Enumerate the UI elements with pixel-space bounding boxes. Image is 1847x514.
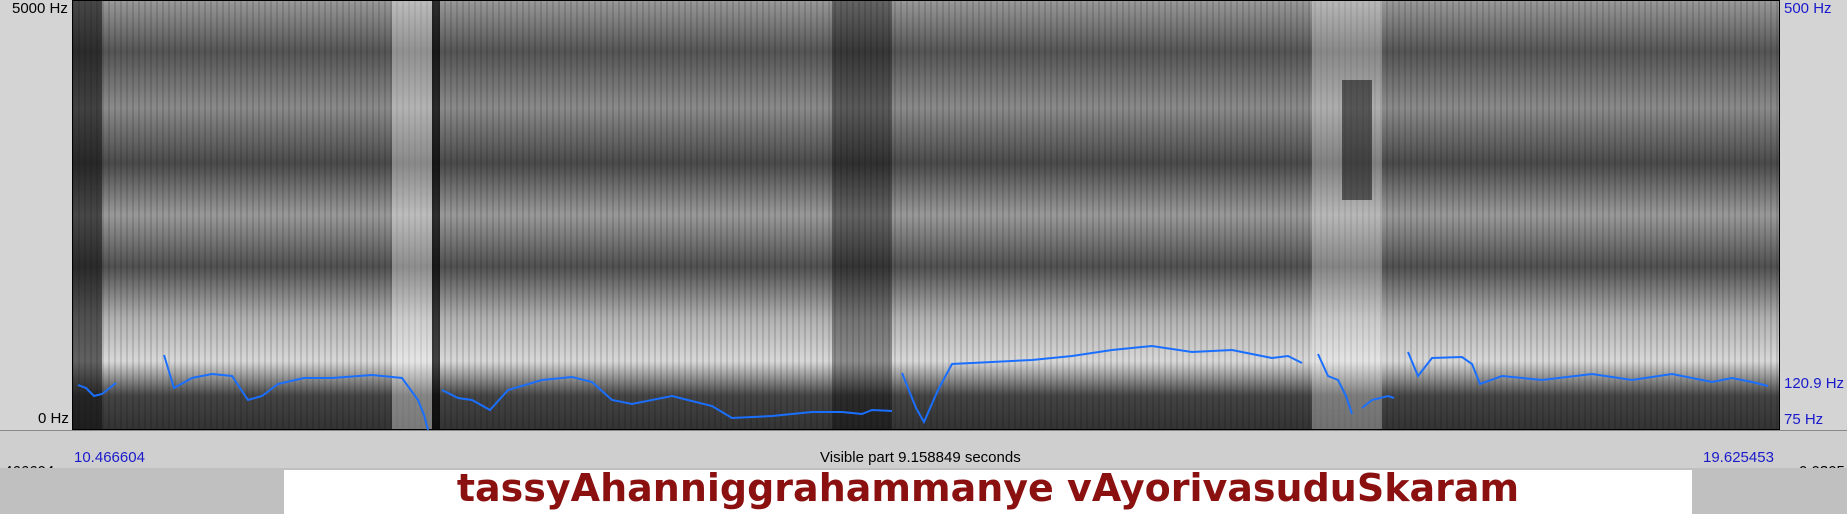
- time-axis-bar[interactable]: [0, 430, 1847, 469]
- pitch-top-label: 500 Hz: [1784, 0, 1832, 17]
- freq-bottom-label: 0 Hz: [38, 410, 69, 427]
- visible-part-label: Visible part 9.158849 seconds: [820, 449, 1021, 466]
- right-pitch-axis: [1780, 0, 1847, 430]
- pitch-bottom-label: 75 Hz: [1784, 411, 1824, 428]
- transcript-text: tassyAhanniggrahammanye vAyorivasuduSkar…: [456, 466, 1520, 510]
- left-frequency-axis: [0, 0, 72, 430]
- freq-top-label: 5000 Hz: [12, 0, 68, 17]
- time-end-label: 19.625453: [1703, 449, 1774, 466]
- spectrogram[interactable]: [72, 0, 1780, 430]
- time-start-label: 10.466604: [74, 449, 145, 466]
- pitch-mid-label: 120.9 Hz: [1784, 375, 1845, 392]
- transcript-box: [284, 470, 1692, 514]
